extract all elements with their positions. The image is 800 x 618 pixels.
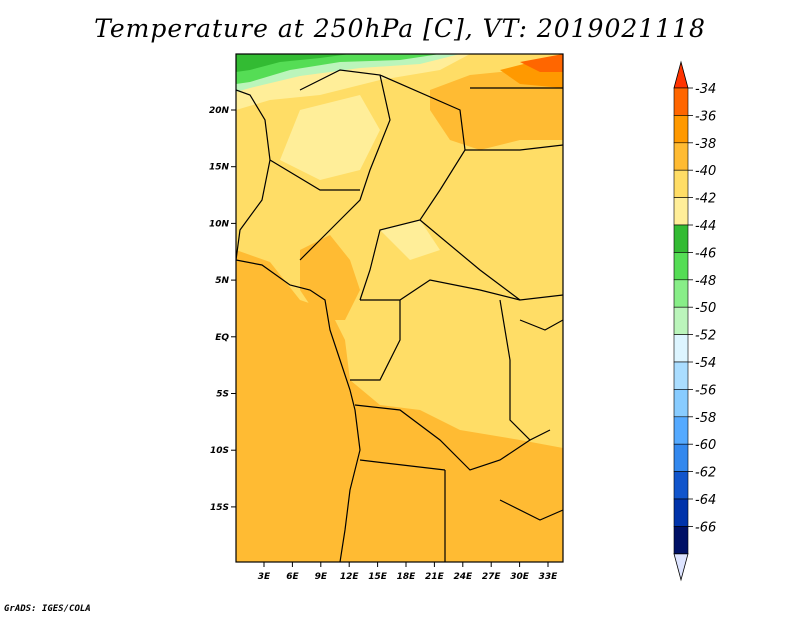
lat-tick-label: 5S [216, 390, 229, 400]
latitude-axis: 20N 15N 10N 5N EQ 5S 10S 15S [209, 106, 236, 513]
colorbar-label: -36 [695, 109, 716, 124]
colorbar-swatch [673, 279, 689, 308]
colorbar-label: -48 [695, 274, 716, 289]
colorbar-swatch [673, 115, 689, 144]
colorbar-label: -66 [695, 520, 716, 535]
lon-tick-label: 15E [368, 572, 388, 582]
colorbar-swatch [673, 142, 689, 171]
colorbar-swatch [673, 224, 689, 253]
colorbar-label: -64 [695, 493, 716, 508]
country-borders [236, 69, 563, 562]
colorbar-swatch [673, 416, 689, 445]
lat-tick-label: 15N [209, 163, 230, 173]
colorbar-label: -62 [695, 466, 716, 481]
colorbar-swatch [673, 361, 689, 390]
colorbar-label: -40 [695, 164, 716, 179]
colorbar-swatch [673, 334, 689, 363]
colorbar-label: -58 [695, 411, 716, 426]
colorbar-label: -34 [695, 82, 716, 97]
colorbar-label: -50 [695, 301, 716, 316]
lon-tick-label: 12E [340, 572, 360, 582]
colorbar-swatch [673, 87, 689, 116]
map-frame [235, 53, 564, 563]
lon-tick-label: 27E [482, 572, 502, 582]
colorbar-swatch [673, 306, 689, 335]
colorbar-swatch [673, 389, 689, 418]
colorbar-label: -54 [695, 356, 716, 371]
colorbar-swatch [673, 498, 689, 527]
colorbar-swatch [673, 471, 689, 500]
lon-tick-label: 18E [397, 572, 417, 582]
colorbar-label: -42 [695, 192, 716, 207]
lon-tick-label: 3E [258, 572, 271, 582]
lat-tick-label: EQ [215, 333, 229, 343]
colorbar-swatch [673, 169, 689, 198]
colorbar-label: -46 [695, 246, 716, 261]
colorbar-swatch [673, 252, 689, 281]
lat-tick-label: 5N [215, 276, 229, 286]
colorbar-label: -44 [695, 219, 716, 234]
lon-tick-label: 9E [315, 572, 328, 582]
colorbar-swatch [673, 443, 689, 472]
colorbar-label: -38 [695, 137, 716, 152]
lon-tick-label: 21E [425, 572, 445, 582]
colorbar-top-triangle [673, 60, 689, 89]
colorbar-label: -56 [695, 383, 716, 398]
colorbar-swatch [673, 526, 689, 555]
lat-tick-label: 20N [209, 106, 230, 116]
colorbar: -34 -36 -38 -40 -42 -44 -46 -48 -50 -52 -54 -56 -58 -… [673, 60, 716, 582]
longitude-axis: 3E 6E 9E 12E 15E 18E 21E 24E 27E 30E 33E [258, 562, 558, 582]
colorbar-label: -52 [695, 329, 716, 344]
colorbar-bottom-triangle [673, 553, 689, 582]
lat-tick-label: 15S [210, 503, 229, 513]
map-title: Temperature at 250hPa [C], VT: 201902111… [94, 14, 706, 43]
colorbar-label: -60 [695, 438, 716, 453]
colorbar-swatch [673, 197, 689, 226]
lat-tick-label: 10N [209, 219, 230, 229]
grads-credit: GrADS: IGES/COLA [4, 604, 91, 614]
lon-tick-label: 6E [286, 572, 299, 582]
lon-tick-label: 24E [453, 572, 473, 582]
lat-tick-label: 10S [210, 446, 229, 456]
lon-tick-label: 33E [539, 572, 559, 582]
lon-tick-label: 30E [510, 572, 530, 582]
